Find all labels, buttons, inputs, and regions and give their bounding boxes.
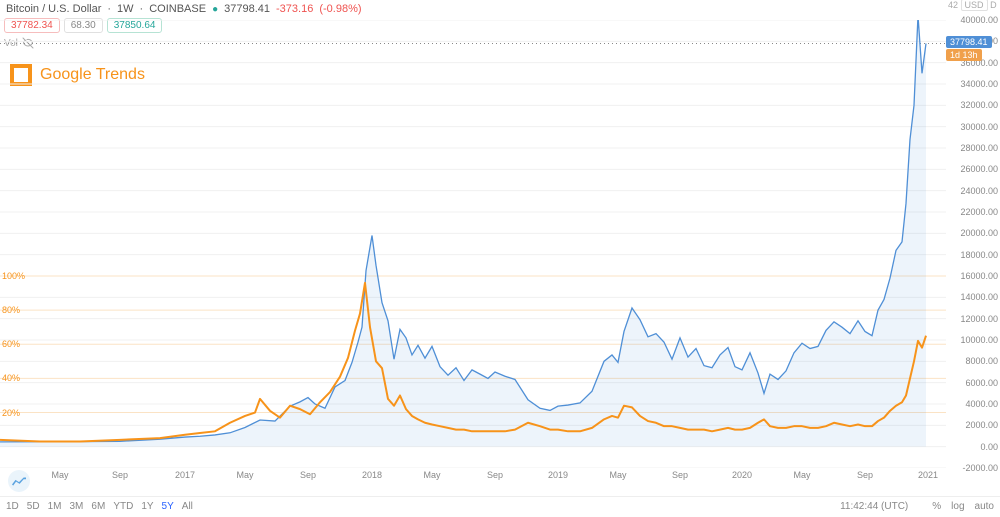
- last-price-marker: 37798.41: [946, 36, 992, 48]
- time-axis[interactable]: May Sep 2017 May Sep 2018 May Sep 2019 May Sep 2020…: [0, 470, 946, 486]
- tv-logo-icon[interactable]: [8, 470, 30, 492]
- interval-label: 1W: [117, 3, 134, 15]
- change-pct: (-0.98%): [319, 3, 361, 15]
- timeframe-All[interactable]: All: [182, 501, 193, 512]
- ytick-label: 30000.00: [960, 122, 998, 132]
- timeframe-5Y[interactable]: 5Y: [162, 501, 174, 512]
- ytick-label: 34000.00: [960, 79, 998, 89]
- unit-letter: 42 USD D: [946, 0, 997, 10]
- timeframe-6M[interactable]: 6M: [91, 501, 105, 512]
- chart-canvas[interactable]: [0, 20, 946, 468]
- ytick-label: 14000.00: [960, 292, 998, 302]
- ytick-label: 22000.00: [960, 207, 998, 217]
- xtick-label: 2018: [362, 470, 382, 480]
- gt-pct-label: 100%: [2, 271, 25, 281]
- chart-header: Bitcoin / U.S. Dollar · 1W · COINBASE ● …: [0, 0, 1000, 18]
- ytick-label: 32000.00: [960, 100, 998, 110]
- price-axis[interactable]: -2000.000.002000.004000.006000.008000.00…: [946, 20, 1000, 468]
- gt-pct-label: 20%: [2, 408, 20, 418]
- change-abs: -373.16: [276, 3, 313, 15]
- pair-name: Bitcoin / U.S. Dollar: [6, 3, 101, 15]
- ytick-label: 20000.00: [960, 228, 998, 238]
- ytick-label: 18000.00: [960, 250, 998, 260]
- exchange-label: COINBASE: [149, 3, 206, 15]
- countdown-marker: 1d 13h: [946, 49, 982, 61]
- ytick-label: 2000.00: [965, 420, 998, 430]
- xtick-label: Sep: [487, 470, 503, 480]
- gt-pct-label: 40%: [2, 373, 20, 383]
- xtick-label: 2017: [175, 470, 195, 480]
- xtick-label: 2020: [732, 470, 752, 480]
- timeframe-1D[interactable]: 1D: [6, 501, 19, 512]
- ytick-label: 28000.00: [960, 143, 998, 153]
- ytick-label: 24000.00: [960, 186, 998, 196]
- xtick-label: 2019: [548, 470, 568, 480]
- timeframe-YTD[interactable]: YTD: [113, 501, 133, 512]
- ytick-label: 4000.00: [965, 399, 998, 409]
- status-dot-icon: ●: [212, 4, 218, 15]
- xtick-label: May: [51, 470, 68, 480]
- timeframe-1M[interactable]: 1M: [48, 501, 62, 512]
- last-price: 37798.41: [224, 3, 270, 15]
- ytick-label: 8000.00: [965, 356, 998, 366]
- ytick-label: 12000.00: [960, 314, 998, 324]
- log-toggle[interactable]: log: [951, 501, 964, 512]
- percent-toggle[interactable]: %: [932, 501, 941, 512]
- xtick-label: Sep: [672, 470, 688, 480]
- gt-pct-label: 80%: [2, 305, 20, 315]
- timeframe-1Y[interactable]: 1Y: [141, 501, 153, 512]
- ytick-label: 6000.00: [965, 378, 998, 388]
- clock-label: 11:42:44 (UTC): [840, 501, 908, 512]
- price-chart[interactable]: [0, 20, 946, 468]
- ytick-label: 26000.00: [960, 164, 998, 174]
- timeframe-switcher: 1D 5D 1M 3M 6M YTD 1Y 5Y All: [6, 501, 201, 512]
- xtick-label: May: [423, 470, 440, 480]
- xtick-label: Sep: [300, 470, 316, 480]
- gt-pct-label: 60%: [2, 339, 20, 349]
- xtick-label: May: [609, 470, 626, 480]
- xtick-label: Sep: [112, 470, 128, 480]
- ytick-label: 16000.00: [960, 271, 998, 281]
- xtick-label: 2021: [918, 470, 938, 480]
- xtick-label: Sep: [857, 470, 873, 480]
- ytick-label: -2000.00: [962, 463, 998, 473]
- auto-toggle[interactable]: auto: [975, 501, 994, 512]
- timeframe-5D[interactable]: 5D: [27, 501, 40, 512]
- ytick-label: 0.00: [980, 442, 998, 452]
- timeframe-3M[interactable]: 3M: [70, 501, 84, 512]
- ytick-label: 10000.00: [960, 335, 998, 345]
- xtick-label: May: [793, 470, 810, 480]
- xtick-label: May: [236, 470, 253, 480]
- footer-bar: 1D 5D 1M 3M 6M YTD 1Y 5Y All 11:42:44 (UTC) % lo…: [0, 496, 1000, 516]
- ytick-label: 40000.00: [960, 15, 998, 25]
